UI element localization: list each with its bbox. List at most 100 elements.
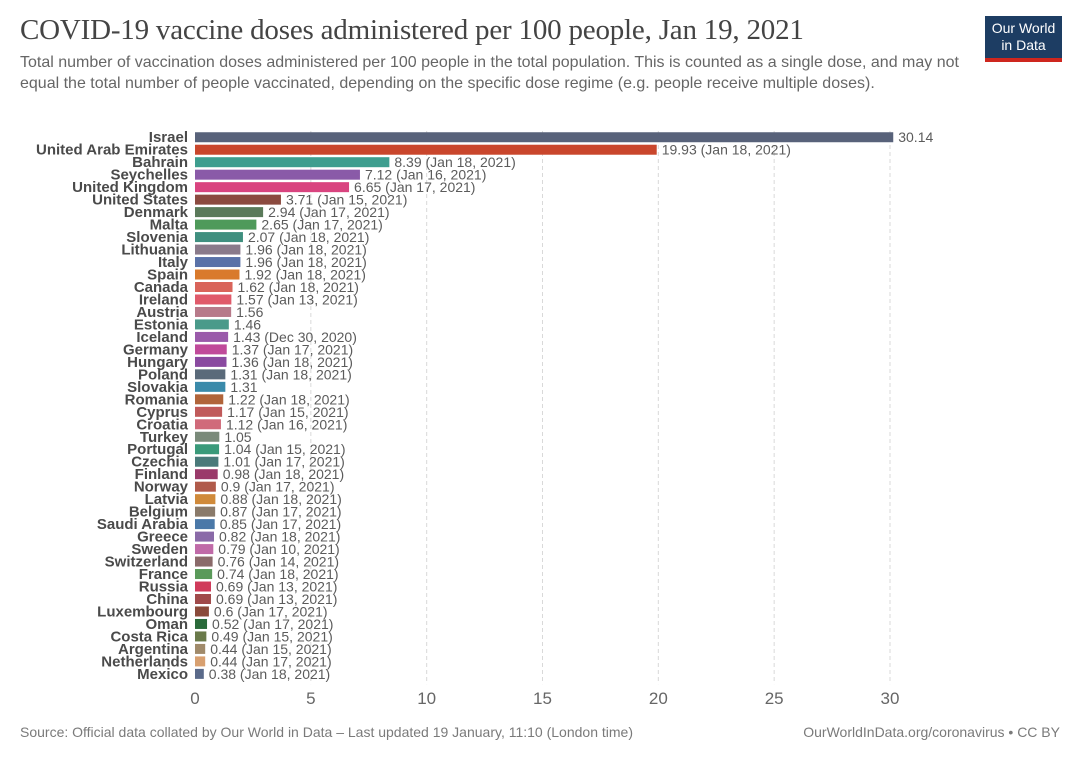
- value-label: 0.44 (Jan 15, 2021): [210, 641, 331, 657]
- bar[interactable]: [195, 132, 894, 143]
- bar[interactable]: [195, 668, 204, 679]
- x-tick-label: 30: [881, 689, 900, 708]
- category-label: Greece: [137, 529, 188, 546]
- bar[interactable]: [195, 618, 208, 629]
- bar[interactable]: [195, 269, 240, 280]
- bar[interactable]: [195, 157, 390, 168]
- value-label: 1.05: [224, 429, 251, 445]
- bar[interactable]: [195, 419, 221, 430]
- bar[interactable]: [195, 331, 229, 342]
- bar[interactable]: [195, 469, 218, 480]
- bar[interactable]: [195, 294, 232, 305]
- bar[interactable]: [195, 506, 216, 517]
- value-label: 1.31 (Jan 18, 2021): [230, 366, 351, 382]
- bar[interactable]: [195, 282, 233, 292]
- category-label: Denmark: [124, 204, 189, 221]
- value-label: 1.12 (Jan 16, 2021): [226, 416, 347, 432]
- bar[interactable]: [195, 381, 226, 392]
- category-label: Austria: [136, 304, 188, 321]
- bar[interactable]: [195, 257, 241, 268]
- bar[interactable]: [195, 656, 206, 667]
- bar[interactable]: [195, 219, 257, 230]
- bar[interactable]: [195, 182, 350, 193]
- category-label: Spain: [147, 267, 188, 284]
- value-label: 0.49 (Jan 15, 2021): [211, 628, 332, 644]
- value-label: 6.65 (Jan 17, 2021): [354, 179, 475, 195]
- x-axis: 0 5 10 15 20 25 30: [190, 689, 899, 708]
- bar-chart: Israel 30.14 United Arab Emirates 19.93 (Ja…: [36, 129, 933, 708]
- category-label: Sweden: [131, 541, 188, 558]
- bar[interactable]: [195, 494, 216, 505]
- value-label: 1.17 (Jan 15, 2021): [227, 404, 348, 420]
- bar[interactable]: [195, 531, 214, 542]
- bar[interactable]: [195, 631, 207, 642]
- value-label: 1.22 (Jan 18, 2021): [228, 391, 349, 407]
- bar[interactable]: [195, 319, 229, 330]
- logo-line-2: in Data: [1001, 37, 1046, 53]
- category-label: Israel: [149, 129, 188, 146]
- bar[interactable]: [195, 481, 216, 492]
- value-label: 0.69 (Jan 13, 2021): [216, 579, 337, 595]
- category-label: Mexico: [137, 666, 188, 683]
- bar[interactable]: [195, 519, 215, 530]
- value-label: 19.93 (Jan 18, 2021): [662, 142, 791, 158]
- value-label: 1.37 (Jan 17, 2021): [232, 341, 353, 357]
- bar[interactable]: [195, 643, 206, 654]
- bar[interactable]: [195, 369, 226, 380]
- value-label: 0.98 (Jan 18, 2021): [223, 466, 344, 482]
- category-label: Slovenia: [126, 229, 188, 246]
- x-tick-label: 10: [417, 689, 436, 708]
- value-label: 0.38 (Jan 18, 2021): [209, 666, 330, 682]
- chart-title: COVID-19 vaccine doses administered per …: [20, 14, 804, 46]
- category-label: Germany: [123, 341, 189, 358]
- value-label: 0.74 (Jan 18, 2021): [217, 566, 338, 582]
- bar[interactable]: [195, 194, 281, 205]
- bar[interactable]: [195, 544, 214, 555]
- category-label: Argentina: [118, 641, 189, 658]
- value-label: 1.36 (Jan 18, 2021): [232, 354, 353, 370]
- category-label: Oman: [145, 616, 188, 633]
- bar[interactable]: [195, 394, 224, 405]
- value-label: 1.43 (Dec 30, 2020): [233, 329, 357, 345]
- bar[interactable]: [195, 207, 264, 218]
- bar[interactable]: [195, 594, 211, 604]
- category-label: France: [139, 566, 188, 583]
- bar[interactable]: [195, 431, 220, 442]
- bar[interactable]: [195, 244, 241, 255]
- our-world-in-data-logo[interactable]: Our World in Data: [985, 16, 1062, 62]
- bar[interactable]: [195, 144, 657, 155]
- bar[interactable]: [195, 169, 360, 180]
- value-label: 0.87 (Jan 17, 2021): [220, 504, 341, 520]
- category-label: Latvia: [145, 491, 189, 508]
- category-label: Seychelles: [110, 167, 188, 184]
- bar[interactable]: [195, 606, 209, 617]
- category-label: Portugal: [127, 441, 188, 458]
- bar[interactable]: [195, 444, 220, 455]
- value-label: 1.57 (Jan 13, 2021): [236, 291, 357, 307]
- value-label: 7.12 (Jan 16, 2021): [365, 167, 486, 183]
- category-label: Hungary: [127, 354, 189, 371]
- bar[interactable]: [195, 456, 219, 467]
- value-label: 3.71 (Jan 15, 2021): [286, 192, 407, 208]
- bar[interactable]: [195, 344, 227, 355]
- category-label: Romania: [125, 391, 189, 408]
- bar[interactable]: [195, 569, 213, 580]
- bar[interactable]: [195, 232, 243, 243]
- value-label: 2.65 (Jan 17, 2021): [261, 217, 382, 233]
- value-label: 0.88 (Jan 18, 2021): [220, 491, 341, 507]
- value-label: 0.69 (Jan 13, 2021): [216, 591, 337, 607]
- category-label: China: [146, 591, 188, 608]
- value-label: 0.52 (Jan 17, 2021): [212, 616, 333, 632]
- bar[interactable]: [195, 306, 232, 317]
- value-label: 1.62 (Jan 18, 2021): [238, 279, 359, 295]
- bar[interactable]: [195, 356, 227, 367]
- bar[interactable]: [195, 556, 213, 567]
- value-label: 0.85 (Jan 17, 2021): [220, 516, 341, 532]
- bar[interactable]: [195, 581, 211, 592]
- value-label: 1.01 (Jan 17, 2021): [223, 454, 344, 470]
- category-label: United States: [92, 192, 188, 209]
- bar[interactable]: [195, 406, 223, 417]
- x-tick-label: 0: [190, 689, 199, 708]
- category-label: Norway: [134, 479, 189, 496]
- license-credit[interactable]: OurWorldInData.org/coronavirus • CC BY: [803, 724, 1060, 740]
